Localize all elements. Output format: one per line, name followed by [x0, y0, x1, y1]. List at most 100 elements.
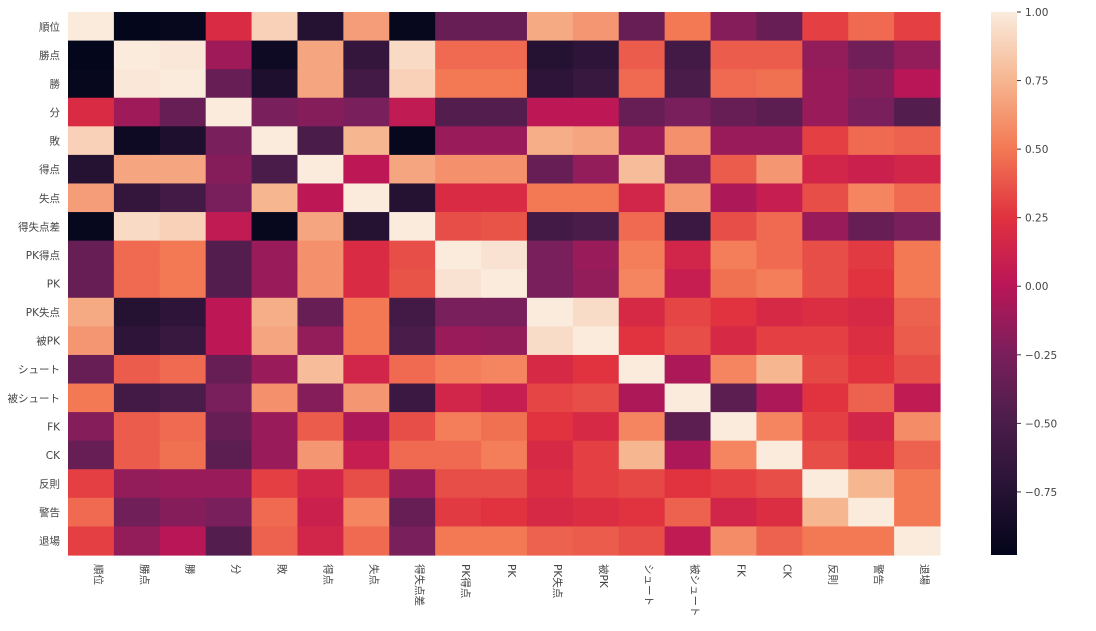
- heatmap-cell: [205, 183, 253, 213]
- heatmap-cell: [251, 297, 299, 327]
- heatmap-cell: [481, 497, 528, 528]
- heatmap-cell: [618, 126, 666, 156]
- heatmap-cell: [894, 126, 941, 156]
- heatmap-cell: [894, 326, 941, 356]
- heatmap-cell: [756, 497, 803, 528]
- heatmap-cell: [848, 126, 895, 156]
- heatmap-cell: [802, 40, 849, 70]
- heatmap-cell: [159, 212, 207, 242]
- heatmap-cell: [343, 97, 390, 127]
- heatmap-cell: [205, 69, 253, 99]
- heatmap-cell: [802, 383, 849, 413]
- heatmap-cell: [389, 326, 436, 356]
- heatmap-cell: [159, 440, 207, 470]
- heatmap-cell: [343, 469, 390, 499]
- colorbar-tick-label: −0.50: [1025, 418, 1057, 430]
- heatmap-cell: [664, 154, 712, 185]
- heatmap-cell: [343, 269, 390, 299]
- heatmap-cell: [205, 469, 253, 499]
- heatmap-cell: [435, 126, 482, 156]
- heatmap-cell: [802, 440, 849, 470]
- heatmap-cell: [710, 354, 758, 385]
- heatmap-cell: [710, 154, 758, 185]
- heatmap-cell: [113, 269, 161, 299]
- heatmap-cell: [618, 383, 666, 413]
- heatmap-cell: [618, 183, 666, 213]
- heatmap-cell: [572, 97, 620, 127]
- heatmap-cell: [572, 269, 620, 299]
- heatmap-cell: [113, 12, 161, 42]
- heatmap-cell: [68, 240, 115, 270]
- heatmap-cell: [481, 12, 528, 42]
- heatmap-cell: [343, 326, 390, 356]
- heatmap-cell: [389, 383, 436, 413]
- heatmap-cell: [618, 12, 666, 42]
- heatmap-cell: [894, 440, 941, 470]
- x-tick-label: 勝: [184, 564, 197, 575]
- heatmap-cell: [894, 240, 941, 270]
- heatmap-cell: [710, 12, 758, 42]
- heatmap-cell: [159, 297, 207, 327]
- heatmap-cell: [435, 412, 482, 442]
- heatmap-cell: [435, 97, 482, 127]
- heatmap-cell: [68, 326, 115, 356]
- heatmap-cell: [802, 126, 849, 156]
- heatmap-cell: [756, 326, 803, 356]
- heatmap-cell: [664, 40, 712, 70]
- heatmap-cell: [572, 154, 620, 185]
- heatmap-cell: [664, 297, 712, 327]
- heatmap-cell: [68, 269, 115, 299]
- heatmap-cell: [848, 297, 895, 327]
- heatmap-cell: [710, 183, 758, 213]
- heatmap-cell: [802, 354, 849, 385]
- heatmap-cell: [756, 240, 803, 270]
- colorbar-tick-label: 1.00: [1025, 7, 1048, 19]
- x-tick-label: 敗: [276, 564, 289, 575]
- heatmap-cell: [297, 69, 344, 99]
- heatmap-cell: [572, 326, 620, 356]
- heatmap-cell: [159, 412, 207, 442]
- heatmap-cell: [435, 383, 482, 413]
- heatmap-cell: [756, 69, 803, 99]
- heatmap-cell: [894, 69, 941, 99]
- heatmap-cell: [710, 497, 758, 528]
- heatmap-cell: [389, 354, 436, 385]
- heatmap-cell: [205, 526, 253, 556]
- heatmap-cell: [297, 240, 344, 270]
- heatmap-cell: [572, 383, 620, 413]
- heatmap-cell: [113, 469, 161, 499]
- heatmap-cell: [159, 183, 207, 213]
- y-tick-label: 勝: [50, 77, 61, 90]
- heatmap-cell: [389, 469, 436, 499]
- heatmap-cell: [113, 326, 161, 356]
- heatmap-cell: [113, 69, 161, 99]
- heatmap-cell: [572, 240, 620, 270]
- heatmap-cell: [205, 412, 253, 442]
- heatmap-cell: [526, 12, 574, 42]
- heatmap-cell: [848, 412, 895, 442]
- heatmap-cell: [664, 240, 712, 270]
- heatmap-cell: [251, 183, 299, 213]
- heatmap-cell: [297, 412, 344, 442]
- heatmap-cell: [297, 497, 344, 528]
- heatmap-cell: [159, 126, 207, 156]
- heatmap-cell: [664, 383, 712, 413]
- heatmap-cell: [664, 440, 712, 470]
- heatmap-cell: [343, 12, 390, 42]
- heatmap-cell: [159, 497, 207, 528]
- heatmap-cell: [572, 412, 620, 442]
- heatmap-cell: [68, 469, 115, 499]
- y-tick-label: 順位: [39, 20, 60, 33]
- heatmap-cell: [435, 440, 482, 470]
- heatmap-cell: [526, 69, 574, 99]
- heatmap-cell: [802, 183, 849, 213]
- heatmap-cell: [159, 240, 207, 270]
- colorbar-tick-label: −0.25: [1025, 350, 1057, 362]
- heatmap-cell: [251, 326, 299, 356]
- heatmap-cell: [756, 12, 803, 42]
- heatmap-cell: [894, 269, 941, 299]
- heatmap-cell: [389, 240, 436, 270]
- heatmap-cell: [389, 183, 436, 213]
- heatmap-cell: [205, 440, 253, 470]
- heatmap-cell: [68, 69, 115, 99]
